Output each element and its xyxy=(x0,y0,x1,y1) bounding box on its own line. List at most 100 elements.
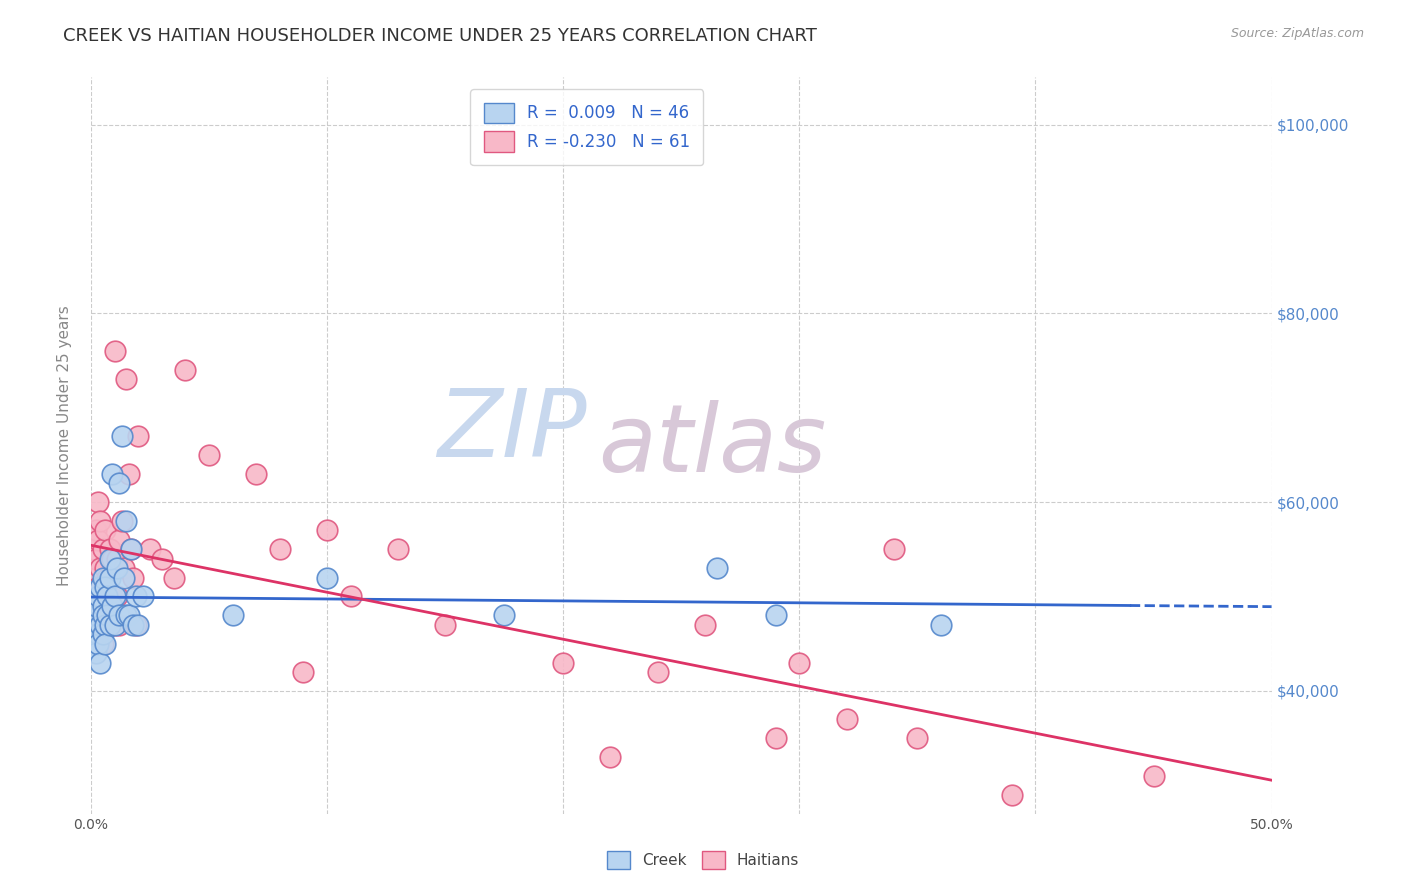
Point xyxy=(91,599,114,613)
Point xyxy=(87,637,110,651)
Point xyxy=(108,608,131,623)
Point xyxy=(98,617,121,632)
Point xyxy=(1001,788,1024,802)
Point xyxy=(118,467,141,481)
Point xyxy=(91,608,114,623)
Point xyxy=(98,617,121,632)
Point xyxy=(91,627,114,641)
Point xyxy=(883,542,905,557)
Point xyxy=(84,524,107,538)
Point xyxy=(91,608,114,623)
Point xyxy=(245,467,267,481)
Point xyxy=(87,580,110,594)
Point xyxy=(112,571,135,585)
Point xyxy=(174,363,197,377)
Point xyxy=(89,514,111,528)
Point xyxy=(693,617,716,632)
Point xyxy=(87,617,110,632)
Point xyxy=(103,617,125,632)
Point xyxy=(553,656,575,670)
Point xyxy=(118,608,141,623)
Point xyxy=(84,599,107,613)
Point xyxy=(96,590,118,604)
Point xyxy=(706,561,728,575)
Point xyxy=(132,590,155,604)
Point xyxy=(89,590,111,604)
Point xyxy=(87,495,110,509)
Point xyxy=(101,467,124,481)
Point xyxy=(84,608,107,623)
Text: atlas: atlas xyxy=(599,400,827,491)
Point xyxy=(94,617,117,632)
Point xyxy=(91,637,114,651)
Point xyxy=(125,590,148,604)
Point xyxy=(111,514,134,528)
Point xyxy=(87,590,110,604)
Point xyxy=(765,608,787,623)
Point xyxy=(105,551,128,566)
Point xyxy=(105,590,128,604)
Point xyxy=(89,656,111,670)
Point xyxy=(162,571,184,585)
Point xyxy=(599,750,621,764)
Point xyxy=(494,608,516,623)
Point xyxy=(94,524,117,538)
Point xyxy=(84,599,107,613)
Point xyxy=(84,646,107,660)
Point xyxy=(835,712,858,726)
Point xyxy=(198,448,221,462)
Point xyxy=(221,608,243,623)
Point xyxy=(125,617,148,632)
Point xyxy=(115,514,138,528)
Point xyxy=(387,542,409,557)
Point xyxy=(101,599,124,613)
Point xyxy=(292,665,315,679)
Point xyxy=(150,551,173,566)
Point xyxy=(316,571,339,585)
Point xyxy=(91,542,114,557)
Point xyxy=(108,617,131,632)
Point xyxy=(115,372,138,386)
Point xyxy=(98,551,121,566)
Legend: Creek, Haitians: Creek, Haitians xyxy=(600,845,806,875)
Point xyxy=(82,542,104,557)
Point xyxy=(111,429,134,443)
Point xyxy=(108,533,131,547)
Point xyxy=(112,561,135,575)
Legend: R =  0.009   N = 46, R = -0.230   N = 61: R = 0.009 N = 46, R = -0.230 N = 61 xyxy=(470,89,703,165)
Point xyxy=(316,524,339,538)
Point xyxy=(434,617,457,632)
Point xyxy=(108,476,131,491)
Point xyxy=(82,617,104,632)
Point xyxy=(103,344,125,359)
Point xyxy=(87,627,110,641)
Point xyxy=(139,542,162,557)
Point xyxy=(98,542,121,557)
Point xyxy=(127,617,149,632)
Point xyxy=(120,542,142,557)
Point xyxy=(94,637,117,651)
Point xyxy=(120,542,142,557)
Text: ZIP: ZIP xyxy=(437,385,586,476)
Point xyxy=(647,665,669,679)
Point xyxy=(96,608,118,623)
Point xyxy=(269,542,291,557)
Point xyxy=(87,533,110,547)
Point xyxy=(94,580,117,594)
Point xyxy=(122,617,145,632)
Text: CREEK VS HAITIAN HOUSEHOLDER INCOME UNDER 25 YEARS CORRELATION CHART: CREEK VS HAITIAN HOUSEHOLDER INCOME UNDE… xyxy=(63,27,817,45)
Point xyxy=(339,590,361,604)
Point xyxy=(929,617,952,632)
Point xyxy=(94,561,117,575)
Text: Source: ZipAtlas.com: Source: ZipAtlas.com xyxy=(1230,27,1364,40)
Point xyxy=(84,551,107,566)
Point xyxy=(103,617,125,632)
Point xyxy=(905,731,928,745)
Point xyxy=(103,590,125,604)
Point xyxy=(91,571,114,585)
Point xyxy=(82,571,104,585)
Point xyxy=(98,571,121,585)
Point xyxy=(765,731,787,745)
Point xyxy=(89,580,111,594)
Y-axis label: Householder Income Under 25 years: Householder Income Under 25 years xyxy=(58,305,72,586)
